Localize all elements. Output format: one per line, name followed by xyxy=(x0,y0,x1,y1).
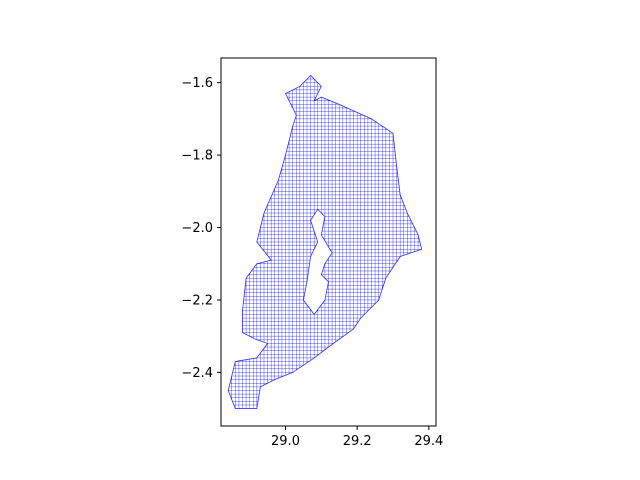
y-tick-label: −2.0 xyxy=(181,221,213,236)
x-tick-label: 29.4 xyxy=(414,434,443,449)
x-tick-label: 29.2 xyxy=(343,434,372,449)
x-axis: 29.0 29.2 29.4 xyxy=(271,426,443,449)
x-tick-label: 29.0 xyxy=(271,434,300,449)
y-tick-label: −1.8 xyxy=(181,149,213,164)
y-tick-label: −1.6 xyxy=(181,76,213,91)
y-tick-label: −2.4 xyxy=(181,366,213,381)
y-axis: −1.6 −1.8 −2.0 −2.2 −2.4 xyxy=(181,76,221,381)
y-tick-label: −2.2 xyxy=(181,293,213,308)
axes-frame xyxy=(220,57,437,427)
mesh-outline xyxy=(227,74,423,409)
